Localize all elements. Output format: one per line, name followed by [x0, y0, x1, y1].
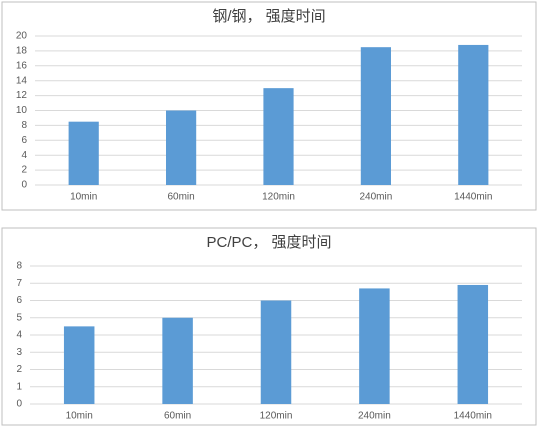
x-tick-label: 10min — [66, 411, 93, 422]
y-tick-label: 3 — [16, 347, 22, 358]
bar — [260, 300, 292, 404]
y-tick-label: 8 — [16, 261, 22, 272]
y-tick-label: 2 — [21, 165, 27, 176]
bar — [68, 121, 99, 185]
y-tick-label: 8 — [21, 120, 27, 131]
y-tick-label: 10 — [16, 105, 28, 116]
x-tick-label: 240min — [358, 411, 391, 422]
y-tick-label: 4 — [16, 330, 22, 341]
y-tick-label: 7 — [16, 278, 22, 289]
chart-title: PC/PC， 强度时间 — [206, 234, 331, 251]
bar — [360, 47, 391, 185]
y-tick-label: 0 — [21, 180, 27, 191]
y-tick-label: 0 — [16, 399, 22, 410]
y-tick-label: 14 — [16, 75, 28, 86]
x-tick-label: 1440min — [454, 192, 492, 203]
bar — [359, 288, 390, 404]
bar — [63, 326, 95, 404]
x-tick-label: 1440min — [454, 411, 492, 422]
bar — [458, 44, 489, 185]
y-tick-label: 5 — [16, 312, 22, 323]
y-tick-label: 2 — [16, 364, 22, 375]
bar — [457, 284, 489, 404]
x-tick-label: 60min — [167, 192, 194, 203]
y-tick-label: 6 — [21, 135, 27, 146]
x-tick-label: 120min — [260, 411, 293, 422]
bar — [166, 110, 197, 185]
y-tick-label: 6 — [16, 295, 22, 306]
y-tick-label: 20 — [16, 31, 28, 42]
x-tick-label: 10min — [70, 192, 97, 203]
y-tick-label: 16 — [16, 60, 28, 71]
y-tick-label: 1 — [16, 381, 22, 392]
x-tick-label: 60min — [164, 411, 191, 422]
y-tick-label: 4 — [21, 150, 27, 161]
x-tick-label: 240min — [359, 192, 392, 203]
y-tick-label: 18 — [16, 46, 28, 57]
chart-title: 钢/钢， 强度时间 — [212, 8, 325, 25]
bar — [263, 88, 294, 185]
bar — [162, 317, 193, 404]
y-tick-label: 12 — [16, 90, 28, 101]
x-tick-label: 120min — [262, 192, 295, 203]
